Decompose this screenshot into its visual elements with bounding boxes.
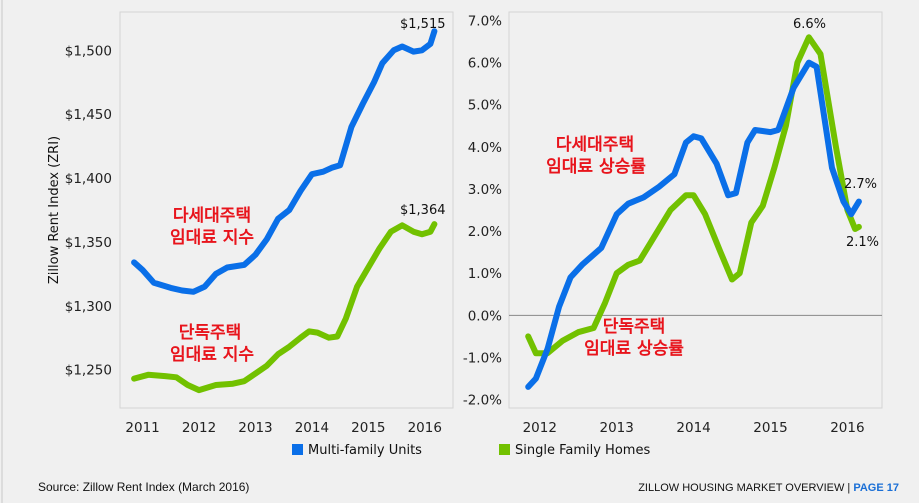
- x-tick-label: 2015: [753, 420, 787, 436]
- legend-swatch-single: [499, 444, 510, 455]
- source-note: Source: Zillow Rent Index (March 2016): [38, 480, 250, 494]
- series-line-single-family: [131, 221, 438, 394]
- x-tick-label: 2011: [125, 420, 159, 436]
- annotation-multi-ko-2: 임대료 지수: [170, 227, 254, 248]
- annotation-multi-ko-1-r: 다세대주택: [556, 135, 634, 155]
- series-line-multi-family: [525, 59, 862, 390]
- annotation-single-last: $1,364: [400, 203, 446, 218]
- y-tick-label: 2.0%: [468, 224, 502, 240]
- x-tick-label: 2014: [676, 420, 710, 436]
- y-tick-label: 5.0%: [468, 98, 502, 114]
- x-tick-label: 2013: [238, 420, 272, 436]
- series-line-single-family: [525, 34, 862, 357]
- y-tick-label: $1,400: [65, 171, 112, 187]
- y-tick-label: $1,350: [65, 235, 112, 251]
- y-tick-label: $1,300: [65, 299, 112, 315]
- y-tick-label: 3.0%: [468, 182, 502, 198]
- y-tick-label: 1.0%: [468, 266, 502, 282]
- x-tick-label: 2014: [295, 420, 329, 436]
- y-tick-label: $1,250: [65, 363, 112, 379]
- x-tick-label: 2013: [599, 420, 633, 436]
- x-tick-label: 2012: [523, 420, 557, 436]
- footer-title: ZILLOW HOUSING MARKET OVERVIEW |: [638, 482, 851, 494]
- y-tick-label: -1.0%: [463, 350, 502, 366]
- y-tick-label: -2.0%: [463, 393, 502, 409]
- annotation-multi-last: $1,515: [400, 17, 446, 32]
- y-tick-label: $1,450: [65, 107, 112, 123]
- x-tick-label: 2016: [408, 420, 442, 436]
- annotation-single-ko-1-r: 단독주택: [603, 317, 666, 337]
- legend-label-single: Single Family Homes: [515, 443, 650, 458]
- annotation-single-last-pct: 2.1%: [846, 235, 879, 250]
- left-y-axis-label: Zillow Rent Index (ZRI): [47, 136, 62, 284]
- y-tick-label: 6.0%: [468, 56, 502, 72]
- series-line-multi-family: [131, 28, 438, 295]
- annotation-multi-ko-1: 다세대주택: [173, 206, 251, 226]
- legend-swatch-multi: [292, 444, 303, 455]
- x-tick-label: 2016: [830, 420, 864, 436]
- annotation-peak: 6.6%: [793, 17, 826, 32]
- annotation-single-ko-1: 단독주택: [179, 323, 242, 343]
- annotation-multi-ko-2-r: 임대료 상승률: [546, 156, 646, 177]
- x-tick-label: 2015: [351, 420, 385, 436]
- y-tick-label: 4.0%: [468, 140, 502, 156]
- annotation-single-ko-2-r: 임대료 상승률: [584, 338, 684, 359]
- legend-label-multi: Multi-family Units: [308, 443, 422, 458]
- annotation-single-ko-2: 임대료 지수: [170, 344, 254, 365]
- page-footer: ZILLOW HOUSING MARKET OVERVIEW | PAGE 17: [638, 482, 899, 494]
- x-tick-label: 2012: [182, 420, 216, 436]
- y-tick-label: 0.0%: [468, 308, 502, 324]
- page-number: PAGE 17: [853, 482, 899, 494]
- y-tick-label: $1,500: [65, 43, 112, 59]
- y-tick-label: 7.0%: [468, 13, 502, 29]
- annotation-multi-last-pct: 2.7%: [844, 177, 877, 192]
